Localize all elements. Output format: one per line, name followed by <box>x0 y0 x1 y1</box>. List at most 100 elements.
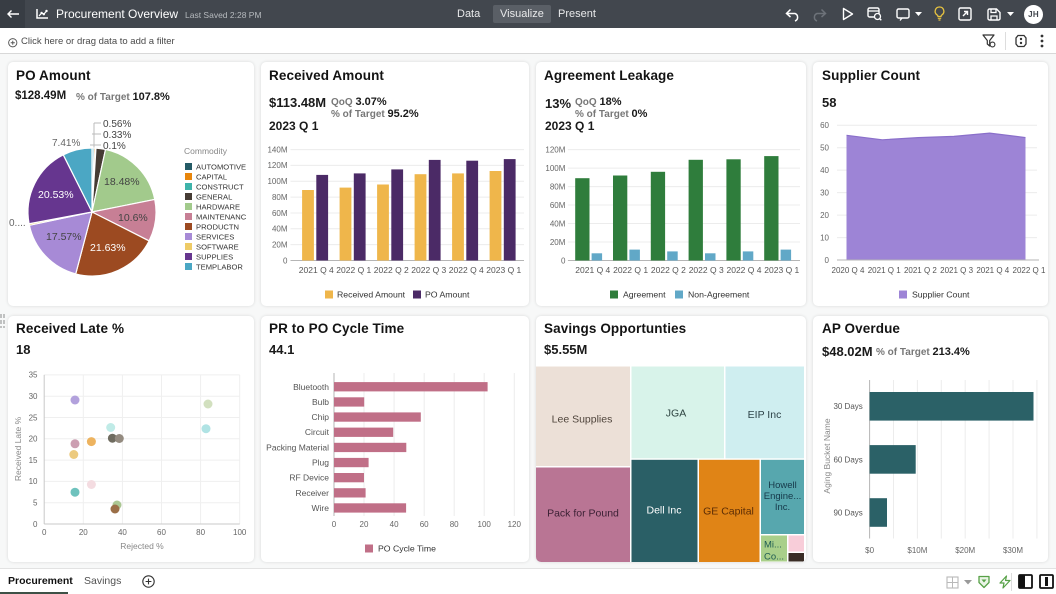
svg-text:15: 15 <box>29 456 38 465</box>
svg-text:0.56%: 0.56% <box>103 119 131 130</box>
svg-text:21.63%: 21.63% <box>90 242 126 254</box>
svg-text:30: 30 <box>29 392 38 401</box>
svg-text:$10M: $10M <box>907 546 927 555</box>
svg-text:120M: 120M <box>267 161 287 170</box>
svg-text:20: 20 <box>79 528 88 537</box>
svg-text:30 Days: 30 Days <box>833 402 862 411</box>
svg-text:80: 80 <box>450 520 459 529</box>
svg-text:GENERAL: GENERAL <box>196 193 232 202</box>
svg-text:TEMPLABOR: TEMPLABOR <box>196 263 243 272</box>
svg-text:Agreement: Agreement <box>623 290 666 300</box>
svg-text:10.6%: 10.6% <box>118 212 148 224</box>
svg-text:100M: 100M <box>545 164 565 173</box>
svg-text:AUTOMOTIVE: AUTOMOTIVE <box>196 163 246 172</box>
svg-text:20M: 20M <box>550 238 566 247</box>
svg-text:2023 Q 1: 2023 Q 1 <box>764 265 799 275</box>
svg-text:120M: 120M <box>545 145 565 154</box>
svg-text:$20M: $20M <box>955 546 975 555</box>
svg-text:35: 35 <box>29 371 38 380</box>
svg-text:MAINTENANC: MAINTENANC <box>196 213 247 222</box>
svg-text:EIP Inc: EIP Inc <box>748 409 782 421</box>
svg-text:Bulb: Bulb <box>312 397 329 407</box>
svg-text:60: 60 <box>420 520 429 529</box>
svg-text:17.57%: 17.57% <box>46 231 82 243</box>
svg-text:40: 40 <box>118 528 127 537</box>
svg-text:30: 30 <box>820 188 829 197</box>
svg-text:0: 0 <box>332 520 337 529</box>
svg-text:Packing Material: Packing Material <box>266 442 329 452</box>
svg-text:20: 20 <box>360 520 369 529</box>
svg-text:Howell: Howell <box>768 480 797 491</box>
svg-text:80: 80 <box>196 528 205 537</box>
svg-text:120: 120 <box>508 520 522 529</box>
svg-text:60: 60 <box>157 528 166 537</box>
svg-text:2022 Q 1: 2022 Q 1 <box>336 265 371 275</box>
svg-text:40M: 40M <box>272 225 288 234</box>
svg-text:Commodity: Commodity <box>184 146 228 156</box>
svg-text:2022 Q 4: 2022 Q 4 <box>727 265 762 275</box>
svg-text:2023 Q 1: 2023 Q 1 <box>486 265 521 275</box>
svg-text:80M: 80M <box>550 182 566 191</box>
svg-text:Non-Agreement: Non-Agreement <box>688 290 750 300</box>
svg-text:Pack for Pound: Pack for Pound <box>547 508 619 520</box>
svg-text:20: 20 <box>820 211 829 220</box>
svg-text:Plug: Plug <box>312 458 329 468</box>
svg-text:Supplier Count: Supplier Count <box>912 290 970 300</box>
svg-text:$30M: $30M <box>1003 546 1023 555</box>
svg-text:Lee Supplies: Lee Supplies <box>552 414 613 426</box>
svg-text:PO Amount: PO Amount <box>425 290 470 300</box>
svg-text:20M: 20M <box>272 240 288 249</box>
svg-text:2021 Q 3: 2021 Q 3 <box>940 266 973 275</box>
svg-text:2022 Q 3: 2022 Q 3 <box>689 265 724 275</box>
svg-text:0.33%: 0.33% <box>103 130 131 141</box>
svg-text:60M: 60M <box>272 209 288 218</box>
svg-text:40M: 40M <box>550 219 566 228</box>
svg-text:0....: 0.... <box>9 218 26 229</box>
svg-text:2021 Q 4: 2021 Q 4 <box>575 265 610 275</box>
svg-text:PO Cycle Time: PO Cycle Time <box>378 544 436 554</box>
svg-text:40: 40 <box>390 520 399 529</box>
svg-text:0: 0 <box>283 256 288 265</box>
svg-text:2021 Q 2: 2021 Q 2 <box>904 266 937 275</box>
svg-text:SUPPLIES: SUPPLIES <box>196 253 233 262</box>
svg-text:0: 0 <box>33 520 38 529</box>
svg-text:2022 Q 1: 2022 Q 1 <box>1013 266 1046 275</box>
svg-text:80M: 80M <box>272 193 288 202</box>
svg-text:Inc.: Inc. <box>775 502 790 513</box>
svg-text:10: 10 <box>29 477 38 486</box>
svg-text:2021 Q 4: 2021 Q 4 <box>299 265 334 275</box>
svg-text:60 Days: 60 Days <box>833 455 862 464</box>
svg-text:2022 Q 2: 2022 Q 2 <box>374 265 409 275</box>
svg-text:Circuit: Circuit <box>305 427 330 437</box>
svg-text:60: 60 <box>820 121 829 130</box>
svg-text:25: 25 <box>29 413 38 422</box>
svg-text:20: 20 <box>29 435 38 444</box>
svg-text:$0: $0 <box>865 546 874 555</box>
svg-text:140M: 140M <box>267 145 287 154</box>
svg-text:HARDWARE: HARDWARE <box>196 203 240 212</box>
svg-text:Aging Bucket Name: Aging Bucket Name <box>822 418 832 493</box>
svg-text:2021 Q 4: 2021 Q 4 <box>976 266 1009 275</box>
svg-text:Bluetooth: Bluetooth <box>293 382 329 392</box>
svg-text:Chip: Chip <box>312 412 330 422</box>
svg-text:2022 Q 2: 2022 Q 2 <box>651 265 686 275</box>
svg-text:Engine...: Engine... <box>764 491 802 502</box>
svg-text:10: 10 <box>820 233 829 242</box>
svg-text:0: 0 <box>42 528 47 537</box>
svg-text:0.1%: 0.1% <box>103 141 126 152</box>
svg-text:20.53%: 20.53% <box>38 189 74 201</box>
svg-text:60M: 60M <box>550 201 566 210</box>
svg-text:100M: 100M <box>267 177 287 186</box>
svg-text:100: 100 <box>478 520 492 529</box>
svg-text:GE Capital: GE Capital <box>703 506 754 518</box>
svg-text:5: 5 <box>33 499 38 508</box>
svg-text:2021 Q 1: 2021 Q 1 <box>868 266 901 275</box>
svg-text:7.41%: 7.41% <box>52 138 80 149</box>
svg-text:PRODUCTN: PRODUCTN <box>196 223 239 232</box>
svg-text:JGA: JGA <box>666 408 686 420</box>
svg-text:Co...: Co... <box>764 552 784 563</box>
svg-text:40: 40 <box>820 166 829 175</box>
svg-text:Received Amount: Received Amount <box>337 290 406 300</box>
svg-text:Received Late %: Received Late % <box>13 416 23 481</box>
svg-text:100: 100 <box>233 528 247 537</box>
